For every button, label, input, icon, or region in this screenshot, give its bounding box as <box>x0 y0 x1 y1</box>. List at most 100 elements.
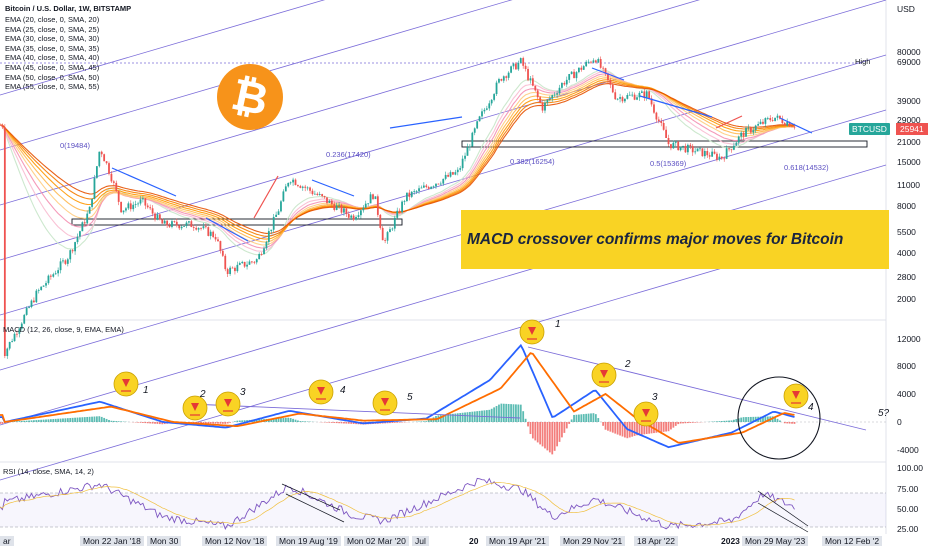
candle <box>478 116 481 122</box>
candle <box>76 236 79 243</box>
macd-tick: 4000 <box>897 389 916 399</box>
histogram-bar <box>660 422 663 433</box>
histogram-bar <box>238 420 241 422</box>
histogram-bar <box>592 413 595 422</box>
candle <box>154 213 156 220</box>
candle <box>556 93 558 95</box>
candle <box>345 208 348 215</box>
candle <box>260 254 263 255</box>
candle <box>599 59 602 68</box>
histogram-bar <box>444 414 447 422</box>
candle <box>437 183 440 185</box>
candle <box>752 130 755 133</box>
time-tick: Mon 02 Mar '20 <box>344 536 409 546</box>
candle <box>735 142 738 146</box>
histogram-bar <box>108 419 110 422</box>
candle <box>585 61 588 67</box>
candle <box>372 194 374 200</box>
histogram-bar <box>536 422 539 443</box>
candle <box>151 208 154 214</box>
histogram-bar <box>607 422 609 431</box>
candle <box>311 190 314 195</box>
candle <box>534 85 537 91</box>
histogram-bar <box>42 419 45 422</box>
histogram-bar <box>47 419 50 422</box>
candle <box>640 91 643 93</box>
rsi-tick: 50.00 <box>897 504 919 514</box>
price-tick: 15000 <box>897 157 921 167</box>
histogram-bar <box>0 422 1 424</box>
fib-label: 0(19484) <box>60 141 91 150</box>
channel-line <box>0 0 326 96</box>
time-tick: Mon 19 Apr '21 <box>486 536 549 546</box>
histogram-bar <box>255 419 258 422</box>
histogram-bar <box>456 413 459 422</box>
candle <box>674 141 677 143</box>
histogram-bar <box>144 422 147 424</box>
candle <box>720 156 723 159</box>
candle <box>11 341 14 342</box>
highlight-circle <box>737 376 821 460</box>
histogram-bar <box>546 422 549 451</box>
candle <box>737 136 740 143</box>
candle <box>246 264 248 267</box>
histogram-bar <box>338 422 341 424</box>
headline-banner: MACD crossover confirms major moves for … <box>461 210 889 269</box>
histogram-bar <box>275 418 278 422</box>
histogram-bar <box>640 422 643 435</box>
histogram-bar <box>350 422 353 424</box>
candle <box>401 201 403 213</box>
histogram-bar <box>694 422 697 423</box>
histogram-bar <box>602 422 605 426</box>
candle <box>20 323 23 329</box>
histogram-bar <box>13 421 16 422</box>
candle <box>454 172 457 175</box>
histogram-bar <box>565 422 568 429</box>
candle <box>485 108 488 110</box>
candle <box>510 66 512 73</box>
candle <box>495 82 498 95</box>
candle <box>86 213 89 224</box>
candle <box>539 97 542 103</box>
candle <box>553 94 556 96</box>
candle <box>231 267 234 269</box>
candle <box>413 191 416 192</box>
candle <box>391 228 394 230</box>
histogram-bar <box>580 414 583 422</box>
candle <box>200 228 202 229</box>
candle <box>779 115 781 119</box>
histogram-bar <box>258 419 261 422</box>
candle <box>49 275 52 277</box>
headline-text: MACD crossover confirms major moves for … <box>467 231 844 248</box>
candle <box>774 117 776 121</box>
histogram-bar <box>110 420 113 422</box>
down-arrow <box>779 117 813 134</box>
candle <box>95 166 98 178</box>
histogram-bar <box>335 422 338 424</box>
candle <box>703 150 706 157</box>
candle <box>306 187 309 189</box>
candle <box>355 217 357 220</box>
candle <box>66 259 69 264</box>
candle <box>716 153 718 160</box>
histogram-bar <box>779 420 781 422</box>
histogram-bar <box>427 419 430 422</box>
histogram-bar <box>490 408 493 422</box>
candle <box>415 191 418 192</box>
histogram-bar <box>541 422 544 447</box>
candle <box>403 201 406 202</box>
fib-label: 0.5(15369) <box>650 159 687 168</box>
histogram-bar <box>510 404 512 422</box>
candle <box>628 94 631 96</box>
histogram-bar <box>740 417 743 422</box>
histogram-bar <box>720 421 723 422</box>
support-box-2018 <box>71 218 403 226</box>
candle <box>420 187 423 189</box>
candle <box>125 208 127 211</box>
histogram-bar <box>783 422 786 424</box>
histogram-bar <box>473 411 476 422</box>
macd-line <box>0 343 795 449</box>
histogram-bar <box>468 411 471 422</box>
candle <box>52 274 55 277</box>
candle <box>592 60 595 63</box>
